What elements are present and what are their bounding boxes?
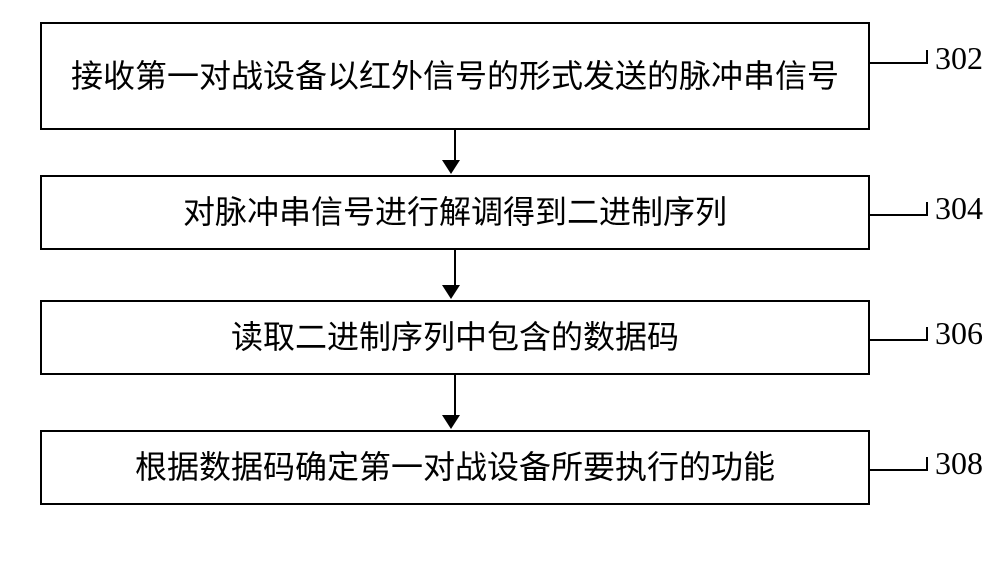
step-label-306: 306 — [935, 315, 983, 352]
arrow-2 — [450, 250, 460, 299]
connector-h-304 — [870, 214, 928, 216]
arrow-3 — [450, 375, 460, 429]
step-box-302: 接收第一对战设备以红外信号的形式发送的脉冲串信号 — [40, 22, 870, 130]
step-label-304: 304 — [935, 190, 983, 227]
step-label-302: 302 — [935, 40, 983, 77]
connector-v-302 — [926, 50, 928, 64]
step-text-306: 读取二进制序列中包含的数据码 — [231, 315, 679, 360]
step-text-304: 对脉冲串信号进行解调得到二进制序列 — [183, 190, 727, 235]
flowchart-container: 接收第一对战设备以红外信号的形式发送的脉冲串信号 302 对脉冲串信号进行解调得… — [0, 0, 1000, 577]
connector-v-304 — [926, 202, 928, 216]
connector-v-306 — [926, 327, 928, 341]
arrow-1 — [450, 130, 460, 174]
step-text-308: 根据数据码确定第一对战设备所要执行的功能 — [135, 445, 775, 490]
step-box-306: 读取二进制序列中包含的数据码 — [40, 300, 870, 375]
connector-h-302 — [870, 62, 928, 64]
step-box-304: 对脉冲串信号进行解调得到二进制序列 — [40, 175, 870, 250]
connector-h-306 — [870, 339, 928, 341]
step-text-302: 接收第一对战设备以红外信号的形式发送的脉冲串信号 — [71, 54, 839, 99]
step-box-308: 根据数据码确定第一对战设备所要执行的功能 — [40, 430, 870, 505]
connector-h-308 — [870, 469, 928, 471]
connector-v-308 — [926, 457, 928, 471]
step-label-308: 308 — [935, 445, 983, 482]
